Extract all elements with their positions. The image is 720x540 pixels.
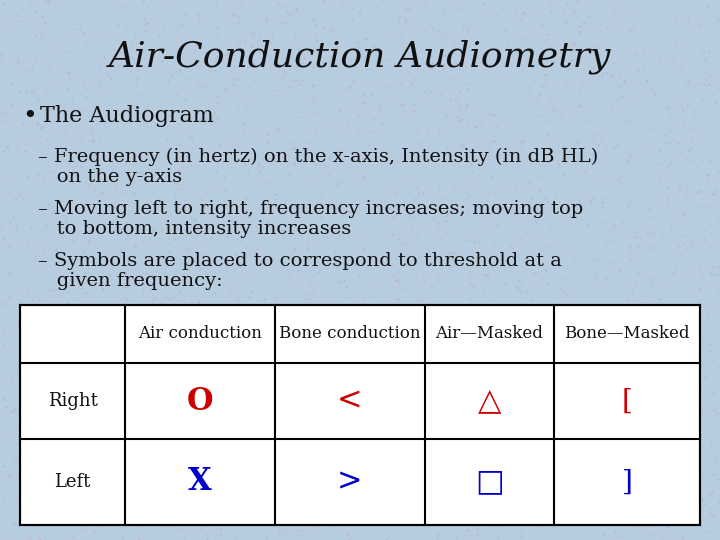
Text: Left: Left	[55, 473, 91, 491]
Text: to bottom, intensity increases: to bottom, intensity increases	[38, 220, 351, 238]
Text: Air—Masked: Air—Masked	[436, 326, 543, 342]
Text: •: •	[22, 105, 37, 128]
Text: – Frequency (in hertz) on the x-axis, Intensity (in dB HL): – Frequency (in hertz) on the x-axis, In…	[38, 148, 598, 166]
Text: >: >	[337, 467, 363, 497]
Text: △: △	[477, 386, 501, 416]
Text: ]: ]	[621, 469, 632, 496]
Text: □: □	[474, 467, 503, 497]
Text: Air conduction: Air conduction	[138, 326, 262, 342]
Text: Right: Right	[48, 392, 98, 410]
FancyBboxPatch shape	[20, 305, 700, 525]
Text: Air-Conduction Audiometry: Air-Conduction Audiometry	[109, 40, 611, 75]
Text: – Symbols are placed to correspond to threshold at a: – Symbols are placed to correspond to th…	[38, 252, 562, 270]
Text: – Moving left to right, frequency increases; moving top: – Moving left to right, frequency increa…	[38, 200, 583, 218]
Text: [: [	[621, 388, 632, 415]
Text: Bone—Masked: Bone—Masked	[564, 326, 690, 342]
Text: given frequency:: given frequency:	[38, 272, 222, 290]
Text: <: <	[337, 386, 363, 416]
Text: O: O	[187, 386, 213, 416]
Text: X: X	[189, 467, 212, 497]
Text: The Audiogram: The Audiogram	[40, 105, 214, 127]
Text: Bone conduction: Bone conduction	[279, 326, 420, 342]
Text: on the y-axis: on the y-axis	[38, 168, 182, 186]
